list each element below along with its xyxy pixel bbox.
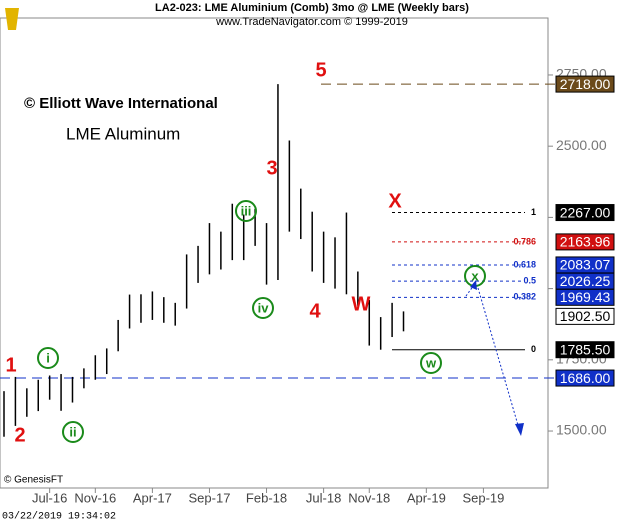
x-tick-label: Jul-18 [306, 490, 341, 505]
y-tick-label: 2500.00 [556, 137, 607, 153]
x-tick-label: Nov-16 [74, 490, 116, 505]
fib-box [555, 233, 615, 251]
wave-circle [235, 200, 257, 222]
wave-label: iii [241, 203, 252, 218]
plot-frame [0, 17, 549, 489]
x-tick-label: Feb-18 [246, 490, 287, 505]
wave-label: i [46, 350, 50, 365]
fib-ratio: 0.382 [513, 292, 536, 302]
wave-label: 4 [309, 300, 321, 322]
timestamp: 03/22/2019 19:34:02 [2, 511, 116, 523]
fib-ratio: 0.5 [523, 276, 536, 286]
fib-box [555, 204, 615, 222]
wave-circle [252, 297, 274, 319]
wave-circle [62, 421, 84, 443]
wave-label: 2 [14, 424, 25, 446]
fib-label: 2083.07 [560, 257, 611, 273]
arrow-head [515, 423, 524, 436]
wave-label: W [352, 293, 371, 315]
wave-label: 3 [266, 157, 277, 179]
wave-label: 1 [5, 354, 16, 376]
fib-label: 1969.43 [560, 289, 611, 305]
watermark: © Elliott Wave International [24, 95, 218, 112]
level-box [555, 75, 615, 93]
level-box [555, 369, 615, 387]
x-tick-label: Apr-17 [133, 490, 172, 505]
fib-ratio: 1 [531, 207, 536, 217]
wave-label: iv [258, 300, 270, 315]
instrument: LME Aluminum [66, 124, 180, 143]
x-tick-label: Sep-17 [189, 490, 231, 505]
chart-title: LA2-023: LME Aluminium (Comb) 3mo @ LME … [155, 2, 469, 14]
last-price-box [555, 307, 615, 325]
arrow-head [470, 280, 477, 290]
x-tick-label: Apr-19 [407, 490, 446, 505]
projection [465, 280, 524, 436]
chart-subtitle: www.TradeNavigator.com © 1999-2019 [215, 16, 408, 28]
logo [5, 8, 19, 30]
fib-ratio: 0.618 [513, 259, 536, 269]
fib-label: 1785.50 [560, 341, 611, 357]
fib-label: 2026.25 [560, 273, 611, 289]
wave-label: X [388, 190, 402, 212]
fib-box [555, 288, 615, 306]
fib-ratio: 0.786 [513, 236, 536, 246]
x-tick-label: Jul-16 [32, 490, 67, 505]
wave-label: 5 [315, 59, 326, 81]
wave-label: ii [69, 424, 76, 439]
wave-circle [37, 347, 59, 369]
wave-label: x [471, 268, 479, 283]
x-tick-label: Nov-18 [348, 490, 390, 505]
last-price-label: 1902.50 [560, 308, 611, 324]
x-tick-label: Sep-19 [462, 490, 504, 505]
source: © GenesisFT [4, 475, 63, 486]
y-tick-label: 1500.00 [556, 422, 607, 438]
wave-circle [420, 352, 442, 374]
fib-label: 2163.96 [560, 234, 611, 250]
wave-label: w [425, 355, 437, 370]
projection-line [477, 287, 521, 433]
level-label: 1686.00 [560, 370, 611, 386]
fib-box [555, 341, 615, 359]
fib-label: 2267.00 [560, 204, 611, 220]
fib-ratio: 0 [531, 344, 536, 354]
level-label: 2718.00 [560, 76, 611, 92]
